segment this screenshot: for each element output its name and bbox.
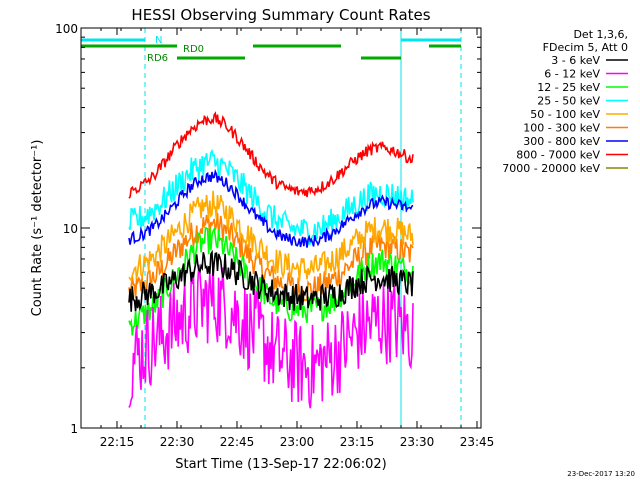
y-tick-label: 100	[55, 22, 78, 36]
x-tick-label: 23:00	[280, 435, 315, 449]
y-tick-label: 1	[70, 422, 78, 436]
x-tick-label: 22:30	[160, 435, 195, 449]
x-tick-label: 22:45	[220, 435, 255, 449]
timestamp: 23-Dec-2017 13:20	[567, 470, 635, 478]
y-axis-label: Count Rate (s⁻¹ detector⁻¹)	[30, 140, 45, 317]
x-tick-label: 22:15	[100, 435, 135, 449]
legend-header-line-2: FDecim 5, Att 0	[543, 41, 628, 54]
state-bar-label-rd0: RD0	[183, 44, 204, 55]
x-tick-label: 23:30	[400, 435, 435, 449]
x-tick-label: 23:15	[340, 435, 375, 449]
legend-entry-label: 12 - 25 keV	[537, 81, 600, 94]
legend-header-line-1: Det 1,3,6,	[573, 28, 628, 41]
x-axis-label: Start Time (13-Sep-17 22:06:02)	[175, 457, 386, 472]
legend-entry-label: 100 - 300 keV	[523, 122, 600, 135]
legend-entry-label: 300 - 800 keV	[523, 135, 600, 148]
chart-title: HESSI Observing Summary Count Rates	[131, 6, 430, 24]
legend-entry-label: 6 - 12 keV	[544, 68, 600, 81]
x-tick-label: 23:45	[460, 435, 495, 449]
legend-entry-label: 25 - 50 keV	[537, 95, 600, 108]
state-bar-label-n: N	[155, 35, 162, 46]
legend-entry-label: 3 - 6 keV	[551, 54, 600, 67]
y-tick-label: 10	[63, 222, 78, 236]
legend-entry-label: 800 - 7000 keV	[516, 149, 600, 162]
state-bar-label-rd6: RD6	[147, 53, 168, 64]
legend-entry-label: 50 - 100 keV	[530, 108, 600, 121]
legend-entry-label: 7000 - 20000 keV	[502, 162, 600, 175]
